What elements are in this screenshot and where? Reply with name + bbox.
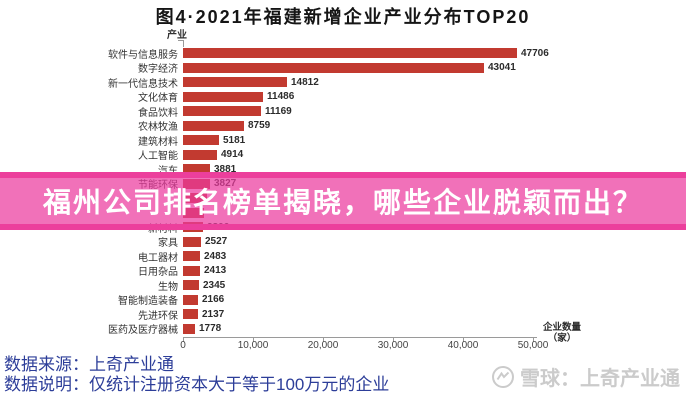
x-axis-tick-label: 30,000 bbox=[377, 340, 409, 351]
category-label: 日用杂品 bbox=[138, 267, 178, 279]
x-axis-tick bbox=[533, 338, 534, 342]
value-label: 8759 bbox=[248, 120, 271, 132]
category-label: 电工器材 bbox=[138, 252, 178, 264]
bar bbox=[183, 149, 217, 160]
bar bbox=[183, 294, 198, 305]
bar bbox=[183, 309, 198, 320]
bar-row: 软件与信息服务 47706 bbox=[0, 46, 686, 61]
xueqiu-logo-icon bbox=[491, 365, 515, 389]
bar bbox=[183, 323, 195, 334]
promo-banner-text: 福州公司排名榜单揭晓，哪些企业脱颖而出？ bbox=[42, 187, 643, 218]
category-label: 先进环保 bbox=[138, 310, 178, 322]
bar-row: 文化体育 11486 bbox=[0, 90, 686, 105]
bar-row: 汽车 3881 bbox=[0, 162, 686, 177]
bar bbox=[183, 120, 244, 131]
x-axis-tick-label: 0 bbox=[180, 340, 186, 351]
bar-row: 电工器材 2483 bbox=[0, 249, 686, 264]
value-label: 2527 bbox=[205, 236, 228, 248]
value-label: 3881 bbox=[214, 163, 237, 175]
data-note-line: 数据说明：仅统计注册资本大于等于100万元的企业 bbox=[4, 374, 390, 394]
x-axis-unit-line1: 企业数量 bbox=[543, 322, 582, 333]
category-label: 新一代信息技术 bbox=[108, 78, 178, 90]
chart-title: 图4·2021年福建新增企业产业分布TOP20 bbox=[155, 7, 531, 27]
bar bbox=[183, 77, 287, 88]
value-label: 43041 bbox=[488, 62, 516, 74]
category-label: 建筑材料 bbox=[138, 136, 178, 148]
watermark-text: 雪球：上奇产业通 bbox=[520, 368, 680, 390]
bar-row: 家具 2527 bbox=[0, 235, 686, 250]
value-label: 2345 bbox=[203, 279, 226, 291]
value-label: 11169 bbox=[265, 105, 292, 117]
watermark: 雪球：上奇产业通 bbox=[491, 362, 680, 391]
value-label: 11486 bbox=[267, 91, 295, 103]
promo-banner: 福州公司排名榜单揭晓，哪些企业脱颖而出？ bbox=[0, 172, 686, 230]
footer-notes: 数据来源：上奇产业通 数据说明：仅统计注册资本大于等于100万元的企业 bbox=[4, 355, 389, 394]
category-label: 食品饮料 bbox=[138, 107, 178, 119]
bar bbox=[183, 62, 484, 73]
category-label: 农林牧渔 bbox=[138, 122, 178, 134]
data-source-line: 数据来源：上奇产业通 bbox=[4, 355, 174, 374]
bar bbox=[183, 236, 201, 247]
bar-row: 先进环保 2137 bbox=[0, 307, 686, 322]
x-axis-tick bbox=[323, 338, 324, 342]
bar bbox=[183, 265, 200, 276]
x-axis-unit-label: 企业数量 （家） bbox=[543, 322, 581, 344]
bar-row: 数字经济 43041 bbox=[0, 61, 686, 76]
category-label: 软件与信息服务 bbox=[108, 49, 178, 61]
bar-row: 食品饮料 11169 bbox=[0, 104, 686, 119]
category-label: 医药及医疗器械 bbox=[108, 325, 178, 337]
x-axis-tick bbox=[253, 338, 254, 342]
bar-row: 新一代信息技术 14812 bbox=[0, 75, 686, 90]
x-axis-tick bbox=[183, 338, 184, 342]
bar-row: 医药及医疗器械 1778 bbox=[0, 322, 686, 337]
bar bbox=[183, 251, 200, 262]
x-axis-tick bbox=[393, 338, 394, 342]
value-label: 5181 bbox=[223, 134, 246, 146]
bar-row: 生物 2345 bbox=[0, 278, 686, 293]
category-label: 汽车 bbox=[0, 162, 183, 177]
x-axis-tick bbox=[463, 338, 464, 342]
category-label: 生物 bbox=[158, 281, 178, 293]
value-label: 2137 bbox=[202, 308, 225, 320]
bar bbox=[183, 106, 261, 117]
bar-row: 农林牧渔 8759 bbox=[0, 119, 686, 134]
bar bbox=[183, 48, 517, 59]
x-axis-line bbox=[183, 337, 537, 338]
x-axis-tick-label: 40,000 bbox=[447, 340, 479, 351]
value-label: 2413 bbox=[204, 265, 227, 277]
bar bbox=[183, 91, 263, 102]
category-label: 数字经济 bbox=[138, 64, 178, 76]
category-label: 人工智能 bbox=[138, 151, 178, 163]
y-axis-line-top bbox=[183, 40, 184, 47]
value-label: 2483 bbox=[204, 250, 227, 262]
y-axis-name: 产业 bbox=[167, 30, 187, 41]
value-label: 14812 bbox=[291, 76, 319, 88]
category-label: 文化体育 bbox=[138, 93, 178, 105]
x-axis-tick-label: 50,000 bbox=[517, 340, 549, 351]
bar-row: 建筑材料 5181 bbox=[0, 133, 686, 148]
bar-row: 人工智能 4914 bbox=[0, 148, 686, 163]
bar bbox=[183, 135, 219, 146]
value-label: 4914 bbox=[221, 149, 244, 161]
bar bbox=[183, 164, 210, 175]
value-label: 47706 bbox=[521, 47, 549, 59]
bar-row: 日用杂品 2413 bbox=[0, 264, 686, 279]
category-label: 智能制造装备 bbox=[118, 296, 178, 308]
x-axis-tick-label: 10,000 bbox=[237, 340, 269, 351]
value-label: 1778 bbox=[199, 323, 222, 335]
bar-row: 智能制造装备 2166 bbox=[0, 293, 686, 308]
category-label: 家具 bbox=[158, 238, 178, 250]
y-axis-tick bbox=[178, 40, 184, 41]
bar bbox=[183, 280, 199, 291]
value-label: 2166 bbox=[202, 294, 225, 306]
x-axis-tick-label: 20,000 bbox=[307, 340, 339, 351]
x-axis-unit-line2: （家） bbox=[547, 333, 577, 344]
